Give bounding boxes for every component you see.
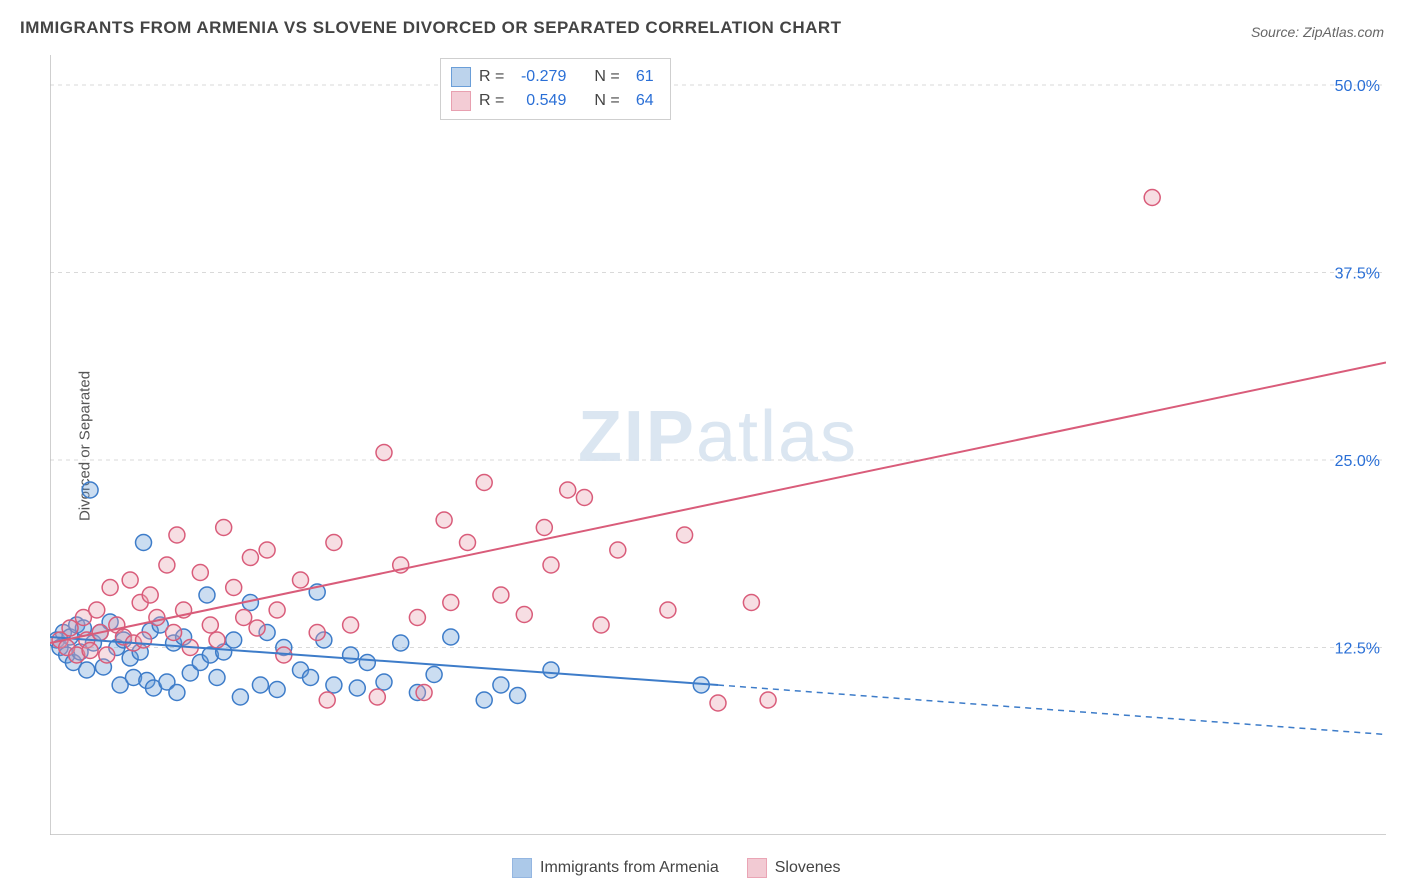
n-value: 64	[628, 89, 656, 113]
source-label: Source: ZipAtlas.com	[1251, 24, 1384, 40]
series-legend-item: Immigrants from Armenia	[512, 858, 719, 878]
plot-svg: 12.5%25.0%37.5%50.0%0.0%40.0%	[50, 55, 1386, 835]
correlation-legend: R = -0.279 N = 61 R = 0.549 N = 64	[440, 58, 671, 120]
n-label: N =	[594, 89, 619, 113]
legend-swatch	[747, 858, 767, 878]
r-label: R =	[479, 65, 504, 89]
legend-swatch	[451, 91, 471, 111]
legend-swatch	[451, 67, 471, 87]
r-value: 0.549	[512, 89, 568, 113]
scatter-plot: 12.5%25.0%37.5%50.0%0.0%40.0% ZIPatlas	[50, 55, 1386, 835]
series-legend: Immigrants from Armenia Slovenes	[512, 858, 841, 878]
r-value: -0.279	[512, 65, 568, 89]
stat-legend-row: R = 0.549 N = 64	[451, 89, 656, 113]
svg-text:12.5%: 12.5%	[1335, 641, 1380, 658]
source-name: ZipAtlas.com	[1303, 24, 1384, 40]
svg-text:25.0%: 25.0%	[1335, 453, 1380, 470]
series-label: Immigrants from Armenia	[540, 859, 719, 877]
legend-swatch	[512, 858, 532, 878]
r-label: R =	[479, 89, 504, 113]
series-legend-item: Slovenes	[747, 858, 841, 878]
n-value: 61	[628, 65, 656, 89]
series-label: Slovenes	[775, 859, 841, 877]
stat-legend-row: R = -0.279 N = 61	[451, 65, 656, 89]
svg-text:37.5%: 37.5%	[1335, 266, 1380, 283]
chart-title: IMMIGRANTS FROM ARMENIA VS SLOVENE DIVOR…	[20, 18, 842, 38]
source-prefix: Source:	[1251, 24, 1303, 40]
svg-text:50.0%: 50.0%	[1335, 78, 1380, 95]
n-label: N =	[594, 65, 619, 89]
